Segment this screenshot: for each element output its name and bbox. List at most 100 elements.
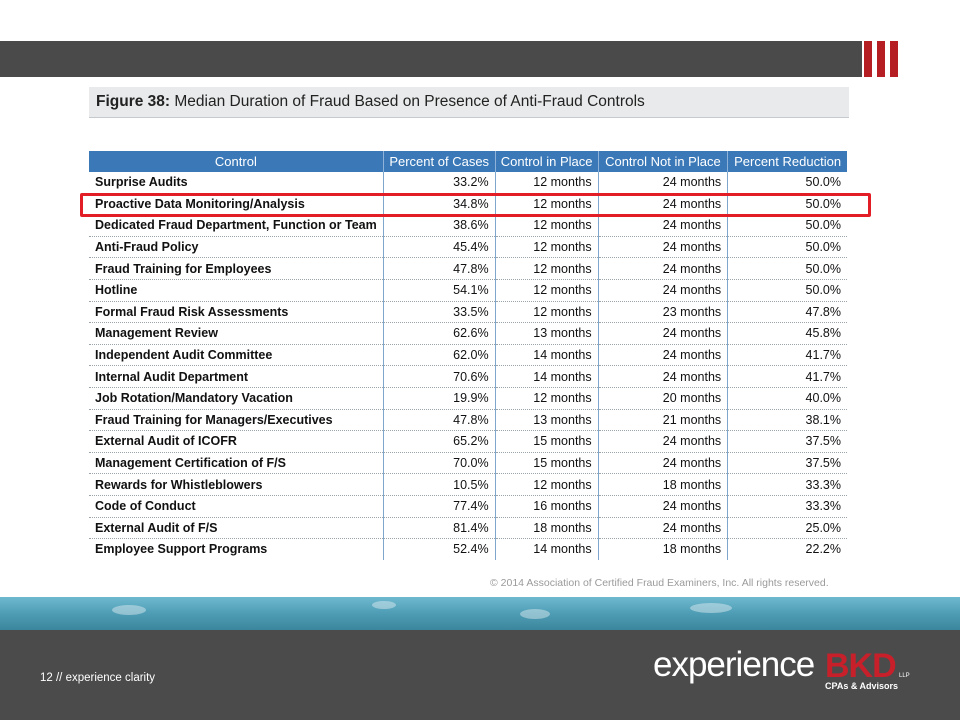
- value-cell: 13 months: [494, 322, 599, 345]
- value-cell: 33.3%: [727, 495, 847, 518]
- table-row: External Audit of F/S 81.4% 18 months 24 mo…: [89, 517, 847, 540]
- table-row: Management Review 62.6% 13 months 24 months…: [89, 322, 847, 345]
- value-cell: 33.5%: [382, 301, 496, 324]
- value-cell: 24 months: [597, 279, 728, 302]
- table-row: Fraud Training for Managers/Executives 47…: [89, 409, 847, 432]
- value-cell: 33.3%: [727, 473, 847, 496]
- value-cell: 50.0%: [727, 279, 847, 302]
- control-name-cell: Fraud Training for Employees: [89, 257, 384, 280]
- value-cell: 12 months: [494, 236, 599, 259]
- column-header: Control: [89, 151, 384, 172]
- value-cell: 81.4%: [382, 517, 496, 540]
- value-cell: 14 months: [494, 538, 599, 560]
- value-cell: 24 months: [597, 236, 728, 259]
- value-cell: 13 months: [494, 409, 599, 432]
- value-cell: 24 months: [597, 214, 728, 237]
- copyright-notice: © 2014 Association of Certified Fraud Ex…: [490, 577, 829, 589]
- value-cell: 24 months: [597, 452, 728, 475]
- value-cell: 24 months: [597, 344, 728, 367]
- control-name-cell: Internal Audit Department: [89, 365, 384, 388]
- value-cell: 12 months: [494, 279, 599, 302]
- table-row: Proactive Data Monitoring/Analysis 34.8% 1…: [89, 193, 847, 216]
- control-name-cell: Management Certification of F/S: [89, 452, 384, 475]
- control-name-cell: Hotline: [89, 279, 384, 302]
- value-cell: 23 months: [597, 301, 728, 324]
- value-cell: 24 months: [597, 172, 728, 194]
- logo-brand: BKD: [825, 647, 897, 685]
- fish-icon: [112, 605, 146, 615]
- fish-icon: [372, 601, 396, 609]
- footer: [0, 630, 960, 720]
- value-cell: 45.4%: [382, 236, 496, 259]
- fraud-controls-table: Control Percent of Cases Control in Plac…: [89, 151, 847, 560]
- value-cell: 18 months: [597, 538, 728, 560]
- value-cell: 47.8%: [382, 409, 496, 432]
- value-cell: 41.7%: [727, 365, 847, 388]
- value-cell: 65.2%: [382, 430, 496, 453]
- logo-suffix: LLP: [899, 673, 910, 679]
- figure-title-text: Median Duration of Fraud Based on Presen…: [174, 93, 645, 110]
- value-cell: 12 months: [494, 214, 599, 237]
- value-cell: 50.0%: [727, 236, 847, 259]
- brand-bars-icon: [864, 41, 898, 77]
- value-cell: 70.6%: [382, 365, 496, 388]
- column-header: Percent Reduction: [727, 151, 847, 172]
- figure-title-band: [89, 87, 849, 118]
- value-cell: 15 months: [494, 430, 599, 453]
- value-cell: 77.4%: [382, 495, 496, 518]
- value-cell: 33.2%: [382, 172, 496, 194]
- control-name-cell: Fraud Training for Managers/Executives: [89, 409, 384, 432]
- value-cell: 47.8%: [727, 301, 847, 324]
- logo-word: experience: [653, 645, 815, 684]
- table-row: Surprise Audits 33.2% 12 months 24 months 50…: [89, 172, 847, 194]
- value-cell: 47.8%: [382, 257, 496, 280]
- value-cell: 40.0%: [727, 387, 847, 410]
- control-name-cell: Code of Conduct: [89, 495, 384, 518]
- value-cell: 25.0%: [727, 517, 847, 540]
- value-cell: 45.8%: [727, 322, 847, 345]
- value-cell: 12 months: [494, 473, 599, 496]
- value-cell: 16 months: [494, 495, 599, 518]
- value-cell: 12 months: [494, 301, 599, 324]
- value-cell: 62.0%: [382, 344, 496, 367]
- value-cell: 24 months: [597, 495, 728, 518]
- table-row: Job Rotation/Mandatory Vacation 19.9% 12 m…: [89, 387, 847, 410]
- value-cell: 22.2%: [727, 538, 847, 560]
- value-cell: 38.6%: [382, 214, 496, 237]
- control-name-cell: Dedicated Fraud Department, Function or …: [89, 214, 384, 237]
- table-row: External Audit of ICOFR 65.2% 15 months 24 …: [89, 430, 847, 453]
- control-name-cell: Surprise Audits: [89, 172, 384, 194]
- table-row: Management Certification of F/S 70.0% 15 m…: [89, 452, 847, 475]
- control-name-cell: Rewards for Whistleblowers: [89, 473, 384, 496]
- figure-title: Figure 38: Median Duration of Fraud Base…: [96, 93, 645, 111]
- table-header-row: Control Percent of Cases Control in Plac…: [89, 151, 847, 172]
- value-cell: 15 months: [494, 452, 599, 475]
- value-cell: 12 months: [494, 387, 599, 410]
- value-cell: 12 months: [494, 172, 599, 194]
- value-cell: 41.7%: [727, 344, 847, 367]
- control-name-cell: Formal Fraud Risk Assessments: [89, 301, 384, 324]
- table-row: Fraud Training for Employees 47.8% 12 mont…: [89, 257, 847, 280]
- control-name-cell: Job Rotation/Mandatory Vacation: [89, 387, 384, 410]
- logo-tagline: CPAs & Advisors: [825, 681, 899, 691]
- column-header: Percent of Cases: [382, 151, 496, 172]
- value-cell: 37.5%: [727, 430, 847, 453]
- table-row: Dedicated Fraud Department, Function or …: [89, 214, 847, 237]
- value-cell: 50.0%: [727, 172, 847, 194]
- table-row: Rewards for Whistleblowers 10.5% 12 months…: [89, 473, 847, 496]
- value-cell: 12 months: [494, 257, 599, 280]
- value-cell: 24 months: [597, 322, 728, 345]
- value-cell: 52.4%: [382, 538, 496, 560]
- column-header: Control Not in Place: [597, 151, 728, 172]
- value-cell: 24 months: [597, 365, 728, 388]
- value-cell: 24 months: [597, 257, 728, 280]
- value-cell: 34.8%: [382, 193, 496, 216]
- column-header: Control in Place: [494, 151, 599, 172]
- table-row: Anti-Fraud Policy 45.4% 12 months 24 months…: [89, 236, 847, 259]
- value-cell: 19.9%: [382, 387, 496, 410]
- value-cell: 50.0%: [727, 257, 847, 280]
- control-name-cell: External Audit of F/S: [89, 517, 384, 540]
- value-cell: 14 months: [494, 365, 599, 388]
- fish-icon: [520, 609, 550, 619]
- control-name-cell: Independent Audit Committee: [89, 344, 384, 367]
